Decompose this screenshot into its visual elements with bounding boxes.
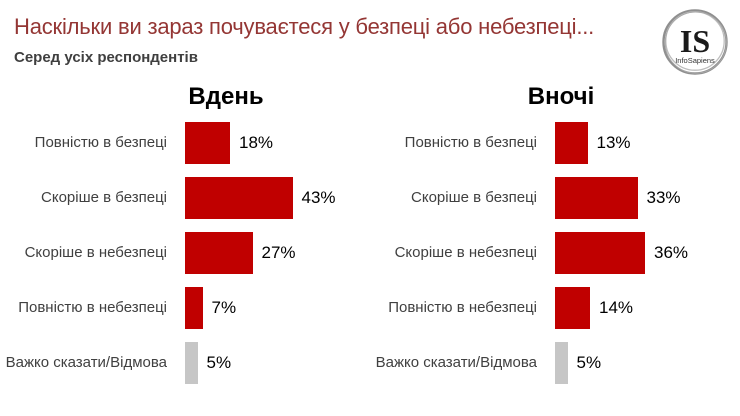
value-label: 5% bbox=[206, 352, 232, 372]
bar bbox=[185, 176, 293, 219]
logo-circle-icon: IS InfoSapiens bbox=[662, 9, 728, 75]
value-label: 13% bbox=[596, 132, 631, 152]
bar bbox=[555, 231, 645, 274]
value-label: 33% bbox=[646, 187, 681, 207]
chart-row: Скоріше в небезпеці 27% bbox=[0, 225, 370, 280]
chart-row: Повністю в безпеці 13% bbox=[370, 115, 740, 170]
chart-night-title: Вночі bbox=[527, 83, 595, 110]
category-label: Повністю в безпеці bbox=[34, 133, 167, 151]
chart-row: Скоріше в безпеці 43% bbox=[0, 170, 370, 225]
bar-area: 27% bbox=[185, 231, 370, 274]
value-label: 43% bbox=[301, 187, 336, 207]
value-label: 7% bbox=[211, 297, 237, 317]
value-label: 18% bbox=[239, 132, 274, 152]
infosapiens-logo: IS InfoSapiens bbox=[660, 7, 730, 77]
chart-night: Вночі Повністю в безпеці 13% Скоріше в без… bbox=[370, 83, 740, 390]
category-label: Повністю в небезпеці bbox=[388, 298, 537, 316]
chart-day: Вдень Повністю в безпеці 18% Скоріше в без… bbox=[0, 83, 370, 390]
chart-row: Важко сказати/Відмова 5% bbox=[370, 335, 740, 390]
value-label: 27% bbox=[261, 242, 296, 262]
bar-area: 18% bbox=[185, 121, 370, 164]
page-subtitle: Серед усіх респондентів bbox=[14, 49, 198, 66]
value-label: 5% bbox=[576, 352, 602, 372]
header: Наскільки ви зараз почуваєтеся у безпеці… bbox=[0, 0, 740, 66]
category-label: Важко сказати/Відмова bbox=[375, 353, 537, 371]
bar-area: 43% bbox=[185, 176, 370, 219]
category-label: Скоріше в безпеці bbox=[41, 188, 167, 206]
category-label: Скоріше в безпеці bbox=[411, 188, 537, 206]
category-label: Скоріше в небезпеці bbox=[394, 243, 537, 261]
bar-area: 33% bbox=[555, 176, 740, 219]
bar bbox=[555, 341, 568, 384]
category-label: Повністю в небезпеці bbox=[18, 298, 167, 316]
page-title: Наскільки ви зараз почуваєтеся у безпеці… bbox=[14, 14, 595, 39]
bar-area: 5% bbox=[185, 341, 370, 384]
bar-area: 5% bbox=[555, 341, 740, 384]
bar-area: 7% bbox=[185, 286, 370, 329]
chart-row: Скоріше в безпеці 33% bbox=[370, 170, 740, 225]
bar bbox=[185, 286, 203, 329]
bar-area: 36% bbox=[555, 231, 740, 274]
category-label: Скоріше в небезпеці bbox=[24, 243, 167, 261]
bar-area: 14% bbox=[555, 286, 740, 329]
chart-night-rows: Повністю в безпеці 13% Скоріше в безпеці 33… bbox=[370, 115, 740, 390]
bar bbox=[555, 121, 588, 164]
logo-name: InfoSapiens bbox=[675, 56, 715, 65]
category-label: Важко сказати/Відмова bbox=[5, 353, 167, 371]
bar bbox=[185, 231, 253, 274]
chart-row: Повністю в небезпеці 14% bbox=[370, 280, 740, 335]
value-label: 14% bbox=[599, 297, 634, 317]
bar bbox=[185, 121, 230, 164]
chart-day-title: Вдень bbox=[188, 83, 264, 110]
chart-row: Скоріше в небезпеці 36% bbox=[370, 225, 740, 280]
bar bbox=[555, 176, 638, 219]
chart-row: Важко сказати/Відмова 5% bbox=[0, 335, 370, 390]
bar bbox=[185, 341, 198, 384]
bar bbox=[555, 286, 590, 329]
category-label: Повністю в безпеці bbox=[404, 133, 537, 151]
logo-initials: IS bbox=[680, 23, 710, 59]
charts-container: Вдень Повністю в безпеці 18% Скоріше в без… bbox=[0, 83, 740, 390]
chart-row: Повністю в безпеці 18% bbox=[0, 115, 370, 170]
chart-row: Повністю в небезпеці 7% bbox=[0, 280, 370, 335]
bar-area: 13% bbox=[555, 121, 740, 164]
value-label: 36% bbox=[654, 242, 689, 262]
chart-day-rows: Повністю в безпеці 18% Скоріше в безпеці 43… bbox=[0, 115, 370, 390]
